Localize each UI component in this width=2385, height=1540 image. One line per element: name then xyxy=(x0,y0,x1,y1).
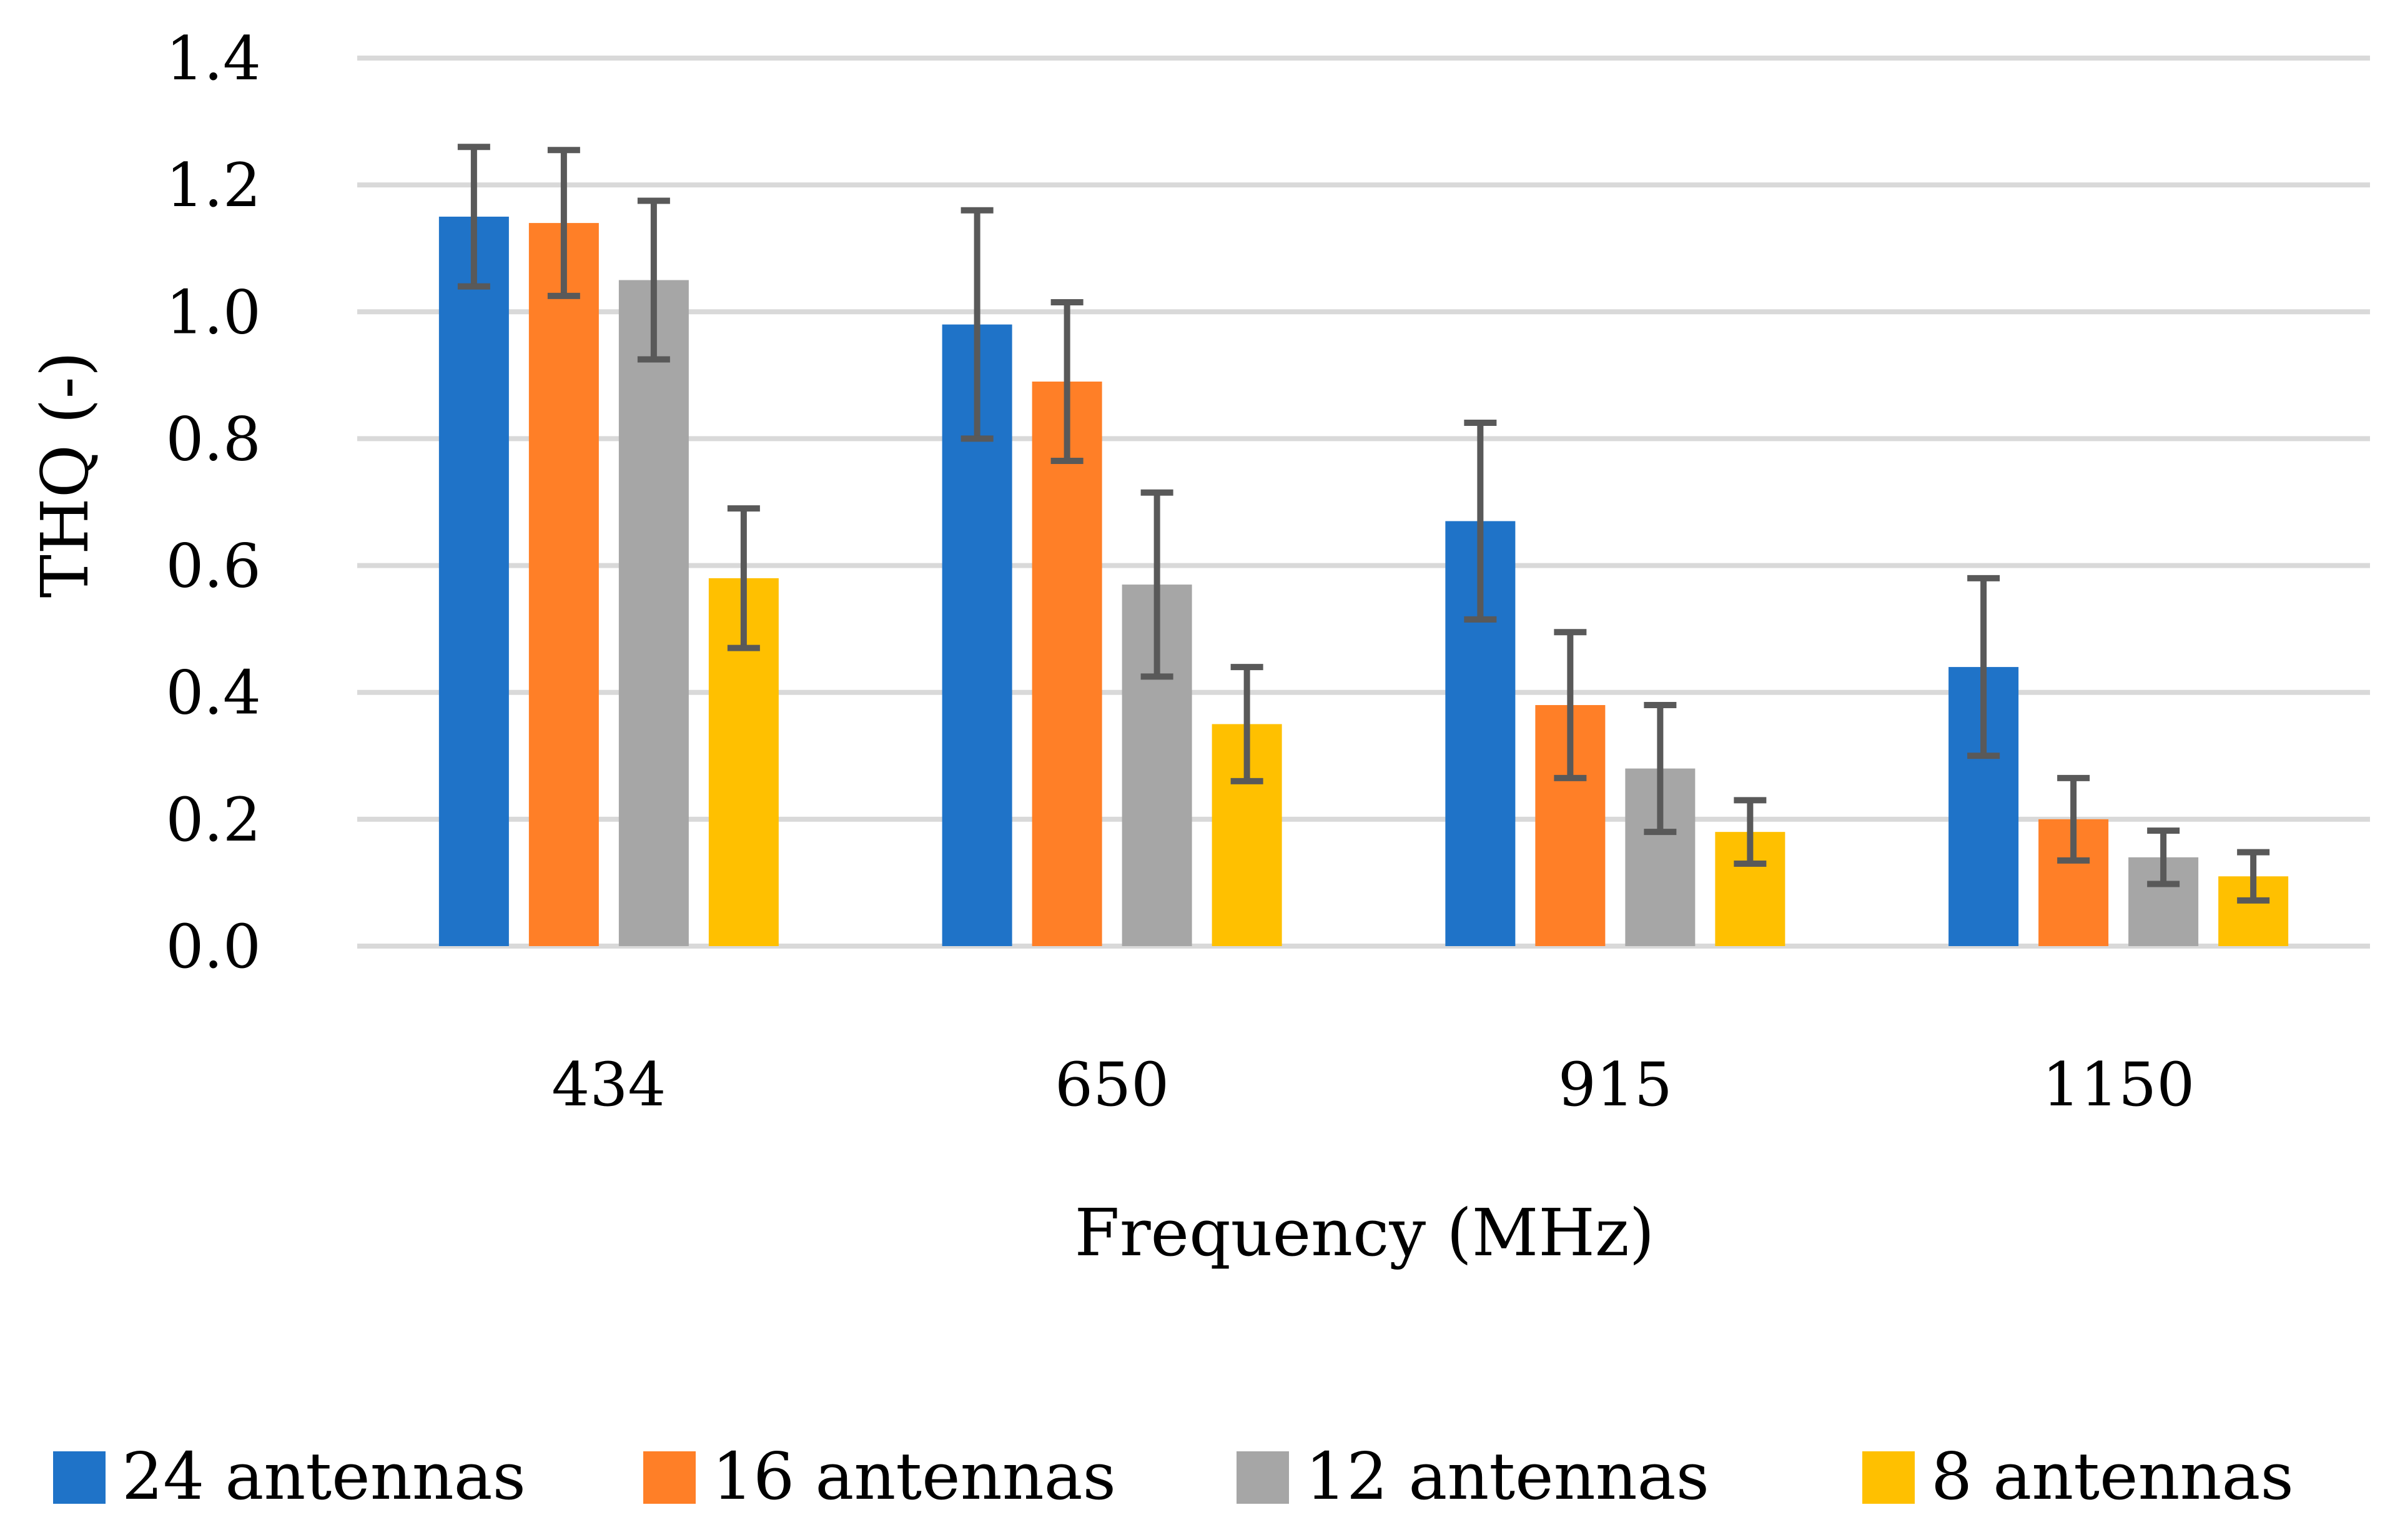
error-bars xyxy=(457,144,2270,904)
y-axis-tick-labels: 0.0 0.2 0.4 0.6 0.8 1.0 1.2 1.4 xyxy=(165,24,261,982)
error-bar xyxy=(457,144,490,290)
y-tick-label: 1.0 xyxy=(165,277,261,347)
bar xyxy=(1032,382,1102,946)
legend-item: 8 antennas xyxy=(1862,1438,2294,1514)
error-bar xyxy=(1230,664,1263,784)
x-tick-label: 1150 xyxy=(2042,1050,2195,1120)
y-tick-label: 0.4 xyxy=(165,658,261,728)
error-bar xyxy=(1734,797,1767,867)
bars xyxy=(438,216,2289,947)
x-tick-label: 915 xyxy=(1558,1050,1672,1120)
legend-item: 12 antennas xyxy=(1237,1438,1709,1514)
error-bar xyxy=(2237,849,2270,904)
legend: 24 antennas 16 antennas 12 antennas 8 anten… xyxy=(53,1438,2294,1514)
error-bar xyxy=(960,207,994,442)
error-bar xyxy=(1050,299,1084,464)
legend-item: 24 antennas xyxy=(53,1438,526,1514)
error-bar xyxy=(1140,489,1173,680)
y-tick-label: 0.6 xyxy=(165,531,261,601)
error-bar xyxy=(1967,575,2000,759)
legend-swatch xyxy=(1862,1451,1915,1504)
error-bar xyxy=(1464,420,1497,623)
y-tick-label: 1.4 xyxy=(165,24,261,94)
error-bar xyxy=(2057,774,2090,864)
y-tick-label: 0.2 xyxy=(165,785,261,855)
x-tick-label: 434 xyxy=(551,1050,666,1120)
gridlines xyxy=(357,56,2370,949)
x-tick-label: 650 xyxy=(1055,1050,1169,1120)
y-axis-title: THQ (-) xyxy=(27,352,103,598)
error-bar xyxy=(1644,702,1677,836)
legend-swatch xyxy=(53,1451,106,1504)
y-tick-label: 1.2 xyxy=(165,151,261,220)
error-bar xyxy=(727,505,760,651)
error-bar xyxy=(2147,827,2180,887)
bar xyxy=(618,280,689,946)
y-tick-label: 0.8 xyxy=(165,404,261,474)
legend-label: 16 antennas xyxy=(712,1438,1116,1514)
legend-swatch xyxy=(1237,1451,1289,1504)
legend-item: 16 antennas xyxy=(643,1438,1116,1514)
x-axis-title: Frequency (MHz) xyxy=(1075,1195,1655,1271)
legend-label: 8 antennas xyxy=(1931,1438,2294,1514)
y-tick-label: 0.0 xyxy=(165,912,261,982)
error-bar xyxy=(1554,629,1587,781)
bar xyxy=(528,223,599,947)
error-bar xyxy=(637,197,670,363)
bar xyxy=(438,216,509,946)
x-axis-tick-labels: 434 650 915 1150 xyxy=(551,1050,2195,1120)
error-bar xyxy=(547,147,580,299)
legend-label: 12 antennas xyxy=(1305,1438,1709,1514)
legend-swatch xyxy=(643,1451,696,1504)
legend-label: 24 antennas xyxy=(122,1438,526,1514)
